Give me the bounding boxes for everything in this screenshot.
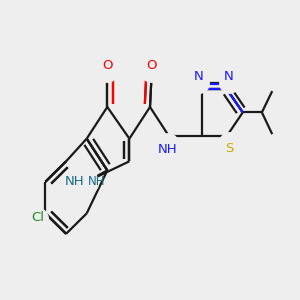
Text: S: S xyxy=(225,142,233,155)
Text: NH: NH xyxy=(88,175,106,188)
Text: NH: NH xyxy=(158,143,178,156)
Text: Cl: Cl xyxy=(31,212,44,224)
Text: O: O xyxy=(146,58,157,72)
Text: N: N xyxy=(194,70,203,83)
Text: NH: NH xyxy=(65,175,84,188)
Text: O: O xyxy=(102,58,112,72)
Text: N: N xyxy=(224,70,234,83)
